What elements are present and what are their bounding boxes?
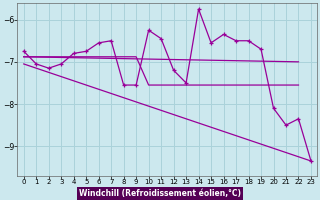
Text: Windchill (Refroidissement éolien,°C): Windchill (Refroidissement éolien,°C)	[79, 189, 241, 198]
